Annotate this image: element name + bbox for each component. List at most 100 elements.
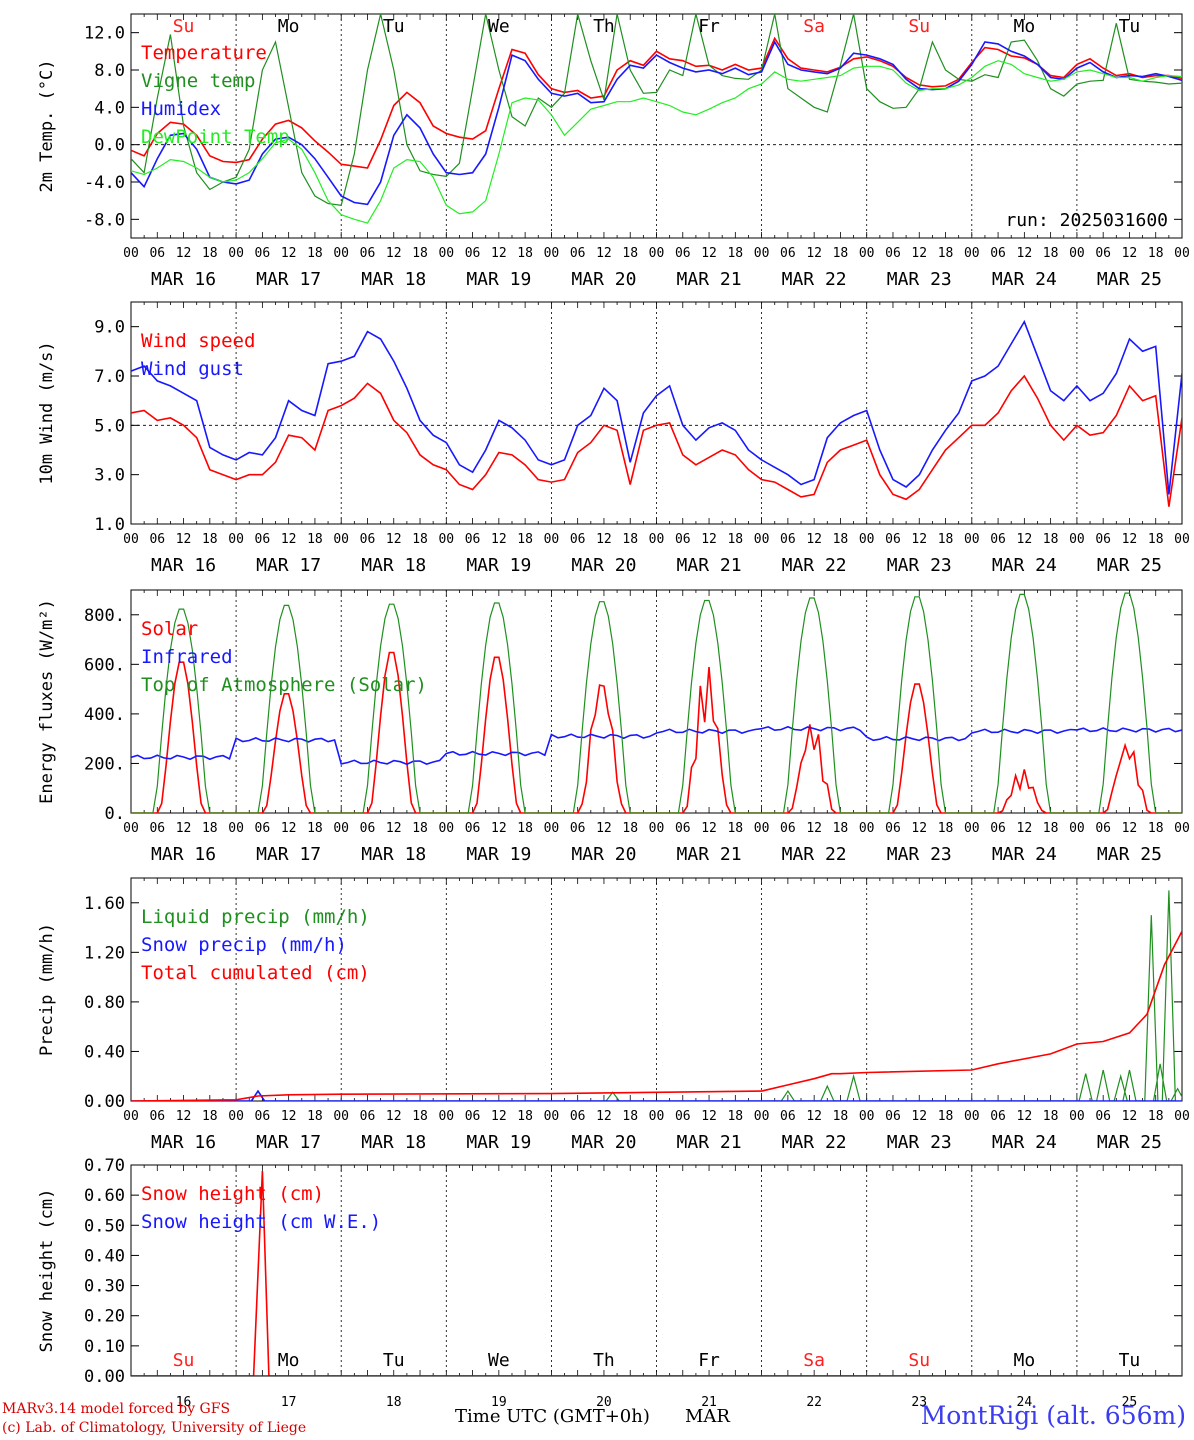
x-date-label: MAR 20 [571, 844, 636, 865]
x-hour-label: 06 [1095, 246, 1111, 261]
x-hour-label: 12 [491, 1109, 507, 1124]
legend-entry: Infrared [141, 646, 233, 668]
series-line-solar [131, 651, 1182, 813]
weekday-label: Su [908, 16, 930, 37]
x-hour-label: 18 [938, 1109, 954, 1124]
x-hour-label: 06 [1095, 821, 1111, 836]
x-hour-label: 12 [386, 821, 402, 836]
chart-panel-4 [130, 877, 1183, 1102]
x-hour-label: 12 [701, 246, 717, 261]
x-date-label: MAR 18 [361, 555, 426, 576]
x-date-label: MAR 25 [1097, 1132, 1162, 1153]
series-line-snow-precip-mm-h- [131, 1089, 1182, 1101]
x-hour-label: 12 [806, 821, 822, 836]
x-date-label: MAR 25 [1097, 555, 1162, 576]
x-date-label: MAR 19 [466, 555, 531, 576]
x-hour-label: 00 [1174, 532, 1190, 547]
y-tick-label: 8.0 [94, 61, 125, 81]
x-date-label: MAR 23 [887, 844, 952, 865]
x-date-label: MAR 18 [361, 1132, 426, 1153]
x-hour-label: 18 [727, 821, 743, 836]
x-hour-label: 18 [727, 532, 743, 547]
x-date-label: MAR 24 [992, 844, 1057, 865]
legend-entry: DewPoint Temp [141, 126, 290, 148]
x-hour-label: 12 [1017, 1109, 1033, 1124]
x-day-number: 17 [281, 1395, 297, 1410]
x-hour-label: 12 [281, 1109, 297, 1124]
weekday-label: Mo [278, 1350, 300, 1371]
x-hour-label: 00 [438, 1109, 454, 1124]
x-hour-label: 12 [911, 1109, 927, 1124]
x-date-label: MAR 23 [887, 555, 952, 576]
x-hour-label: 00 [754, 821, 770, 836]
x-hour-label: 18 [517, 532, 533, 547]
x-date-label: MAR 17 [256, 269, 321, 290]
y-tick-label: 400. [84, 705, 125, 725]
y-axis-label: 10m Wind (m/s) [37, 341, 57, 484]
y-tick-label: -4.0 [84, 173, 125, 193]
y-tick-label: 0.20 [84, 1307, 125, 1327]
x-hour-label: 12 [1017, 246, 1033, 261]
x-hour-label: 00 [754, 1109, 770, 1124]
x-hour-label: 00 [859, 246, 875, 261]
x-hour-label: 06 [570, 532, 586, 547]
y-tick-label: 0. [105, 804, 125, 824]
legend-entry: Wind gust [141, 358, 244, 380]
x-hour-label: 06 [675, 532, 691, 547]
x-hour-label: 18 [517, 821, 533, 836]
x-hour-label: 06 [780, 532, 796, 547]
x-hour-label: 18 [833, 532, 849, 547]
x-hour-label: 06 [570, 821, 586, 836]
x-hour-label: 12 [596, 532, 612, 547]
x-hour-label: 06 [570, 246, 586, 261]
x-hour-label: 18 [517, 1109, 533, 1124]
y-tick-label: -8.0 [84, 210, 125, 230]
x-hour-label: 12 [386, 1109, 402, 1124]
x-day-number: 24 [1017, 1395, 1033, 1410]
y-tick-label: 0.60 [84, 1186, 125, 1206]
x-hour-label: 12 [596, 821, 612, 836]
legend-entry: Liquid precip (mm/h) [141, 906, 370, 928]
y-tick-label: 0.30 [84, 1277, 125, 1297]
weekday-label: Fr [698, 1350, 720, 1371]
x-hour-label: 00 [228, 246, 244, 261]
weekday-label: Tu [1119, 16, 1141, 37]
x-date-label: MAR 22 [782, 269, 847, 290]
y-tick-label: 12.0 [84, 24, 125, 44]
x-hour-label: 06 [255, 246, 271, 261]
x-hour-label: 12 [1122, 1109, 1138, 1124]
x-hour-label: 18 [1148, 246, 1164, 261]
legend-entry: Wind speed [141, 330, 255, 352]
weekday-label: We [488, 16, 510, 37]
y-tick-label: 0.80 [84, 993, 125, 1013]
y-tick-label: 0.10 [84, 1337, 125, 1357]
series-line-liquid-precip-mm-h- [131, 890, 1182, 1101]
run-label: run: 2025031600 [1005, 210, 1168, 231]
x-hour-label: 00 [649, 246, 665, 261]
x-hour-label: 18 [833, 246, 849, 261]
x-date-label: MAR 22 [782, 1132, 847, 1153]
x-date-label: MAR 17 [256, 844, 321, 865]
x-date-label: MAR 21 [677, 269, 742, 290]
x-hour-label: 06 [990, 532, 1006, 547]
y-tick-label: 0.00 [84, 1367, 125, 1387]
x-date-label: MAR 18 [361, 844, 426, 865]
x-hour-label: 00 [544, 1109, 560, 1124]
x-hour-label: 18 [412, 821, 428, 836]
lab-credit: (c) Lab. of Climatology, University of L… [2, 1420, 307, 1436]
weekday-label: Su [908, 1350, 930, 1371]
x-hour-label: 18 [1148, 1109, 1164, 1124]
x-hour-label: 18 [938, 532, 954, 547]
x-hour-label: 18 [938, 246, 954, 261]
x-hour-label: 00 [754, 246, 770, 261]
x-hour-label: 06 [255, 821, 271, 836]
chart-panel-1 [130, 13, 1183, 239]
series-line-wind-speed [131, 374, 1182, 507]
x-day-number: 16 [176, 1395, 192, 1410]
chart-panel-3 [130, 589, 1183, 814]
weekday-label: We [488, 1350, 510, 1371]
legend-entry: Total cumulated (cm) [141, 962, 370, 984]
x-hour-label: 06 [885, 532, 901, 547]
y-tick-label: 7.0 [94, 367, 125, 387]
